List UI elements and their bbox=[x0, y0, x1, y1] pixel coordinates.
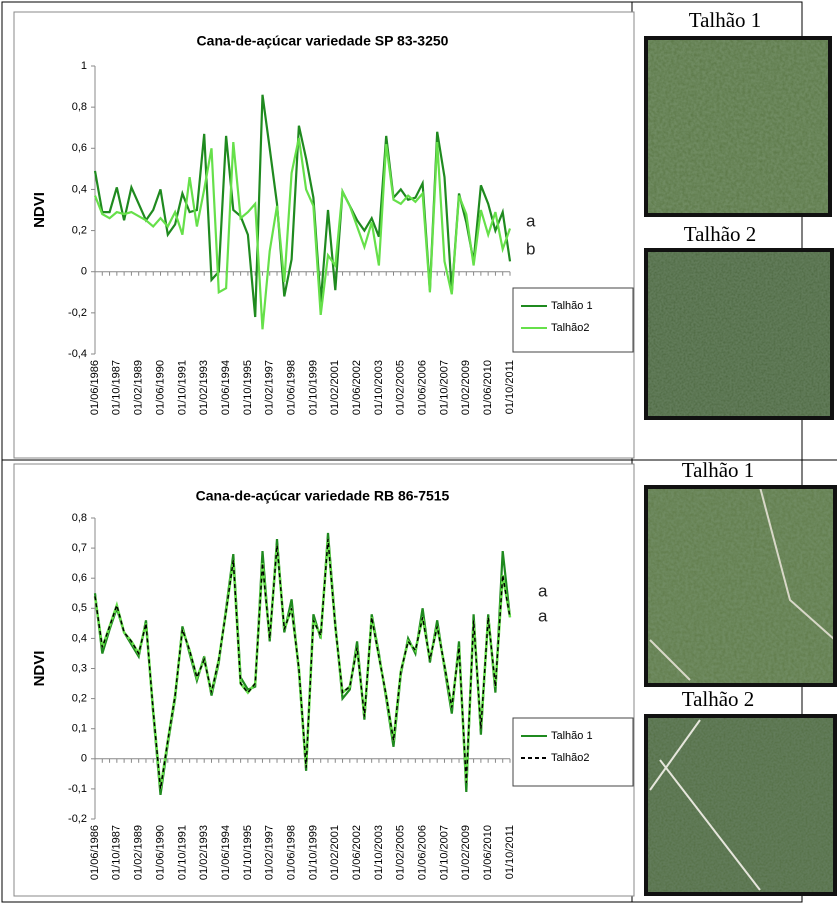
x-tick-label: 01/02/1989 bbox=[133, 360, 145, 415]
image-label: Talhão 1 bbox=[689, 8, 762, 32]
y-tick-label: -0,4 bbox=[68, 348, 87, 360]
photo bbox=[644, 714, 837, 896]
photo bbox=[644, 36, 832, 217]
x-tick-label: 01/06/2002 bbox=[351, 360, 363, 415]
x-tick-label: 01/06/1994 bbox=[220, 360, 232, 415]
x-tick-label: 01/10/2007 bbox=[438, 360, 450, 415]
series-line bbox=[93, 94, 512, 318]
x-tick-label: 01/10/2011 bbox=[504, 825, 516, 879]
legend-box bbox=[512, 287, 634, 353]
x-tick-label: 01/10/2007 bbox=[438, 825, 450, 880]
y-tick-label: 0,4 bbox=[72, 183, 87, 195]
y-tick-label: 0,2 bbox=[72, 693, 87, 705]
x-tick-label: 01/10/2011 bbox=[504, 360, 516, 414]
x-tick-label: 01/02/1993 bbox=[198, 360, 210, 415]
x-tick-label: 01/06/1998 bbox=[285, 360, 297, 415]
y-tick-label: 0,6 bbox=[72, 572, 87, 584]
x-tick-label: 01/06/2010 bbox=[482, 825, 494, 880]
y-tick-label: -0,2 bbox=[68, 813, 87, 825]
x-tick-label: 01/10/1991 bbox=[176, 825, 188, 880]
x-tick-label: 01/10/1995 bbox=[242, 825, 254, 880]
x-tick-label: 01/02/2005 bbox=[395, 825, 407, 880]
photo bbox=[644, 485, 837, 687]
chart-title: Cana-de-açúcar variedade RB 86-7515 bbox=[196, 488, 450, 504]
x-tick-label: 01/10/1991 bbox=[176, 360, 188, 415]
legend-label: Talhão 1 bbox=[551, 730, 593, 742]
y-tick-label: 0,6 bbox=[72, 142, 87, 154]
y-tick-label: 0,8 bbox=[72, 101, 87, 113]
annotation: a bbox=[538, 581, 548, 600]
y-axis-label: NDVI bbox=[31, 651, 48, 687]
x-tick-label: 01/06/1986 bbox=[89, 360, 101, 415]
x-tick-label: 01/06/1986 bbox=[89, 825, 101, 880]
legend-label: Talhão2 bbox=[551, 322, 590, 334]
x-tick-label: 01/02/1997 bbox=[264, 360, 276, 415]
x-tick-label: 01/02/2005 bbox=[395, 360, 407, 415]
x-tick-label: 01/06/1990 bbox=[154, 825, 166, 880]
image-label: Talhão 1 bbox=[682, 458, 755, 482]
legend-label: Talhão2 bbox=[551, 752, 590, 764]
x-tick-label: 01/02/1989 bbox=[133, 825, 145, 880]
image-label: Talhão 2 bbox=[684, 222, 757, 246]
x-tick-label: 01/06/1994 bbox=[220, 825, 232, 880]
legend-label: Talhão 1 bbox=[551, 300, 593, 312]
y-tick-label: 0 bbox=[81, 753, 87, 765]
y-axis-label: NDVI bbox=[31, 192, 48, 228]
annotation: a bbox=[526, 211, 536, 230]
x-tick-label: 01/10/1987 bbox=[111, 825, 123, 880]
legend-box bbox=[512, 717, 634, 787]
x-tick-label: 01/10/1995 bbox=[242, 360, 254, 415]
annotation: b bbox=[526, 239, 535, 258]
image-label: Talhão 2 bbox=[682, 687, 755, 711]
frame bbox=[1, 1, 803, 903]
chart-title: Cana-de-açúcar variedade SP 83-3250 bbox=[197, 33, 449, 49]
annotation: a bbox=[538, 606, 548, 625]
series-line bbox=[94, 539, 511, 790]
x-tick-label: 01/10/1999 bbox=[307, 825, 319, 880]
x-tick-label: 01/10/1987 bbox=[111, 360, 123, 415]
chart-frame bbox=[13, 11, 635, 459]
y-tick-label: 0,5 bbox=[72, 602, 87, 614]
x-tick-label: 01/06/2002 bbox=[351, 825, 363, 880]
chart-frame bbox=[13, 463, 635, 897]
x-tick-label: 01/02/2001 bbox=[329, 825, 341, 880]
y-tick-label: 1 bbox=[81, 60, 87, 72]
x-tick-label: 01/06/1990 bbox=[154, 360, 166, 415]
y-tick-label: 0,8 bbox=[72, 512, 87, 524]
x-tick-label: 01/06/2006 bbox=[417, 360, 429, 415]
y-tick-label: -0,1 bbox=[68, 783, 87, 795]
y-tick-label: 0,3 bbox=[72, 662, 87, 674]
x-tick-label: 01/02/1997 bbox=[264, 825, 276, 880]
x-tick-label: 01/06/2006 bbox=[417, 825, 429, 880]
photo bbox=[644, 248, 834, 420]
y-tick-label: -0,2 bbox=[68, 307, 87, 319]
x-tick-label: 01/02/2001 bbox=[329, 360, 341, 415]
y-tick-label: 0,4 bbox=[72, 632, 87, 644]
x-tick-label: 01/02/2009 bbox=[460, 825, 472, 880]
x-tick-label: 01/10/2003 bbox=[373, 360, 385, 415]
x-tick-label: 01/02/2009 bbox=[460, 360, 472, 415]
y-tick-label: 0,2 bbox=[72, 224, 87, 236]
x-tick-label: 01/10/1999 bbox=[307, 360, 319, 415]
y-tick-label: 0,1 bbox=[72, 723, 87, 735]
y-tick-label: 0 bbox=[81, 266, 87, 278]
x-tick-label: 01/10/2003 bbox=[373, 825, 385, 880]
x-tick-label: 01/06/2010 bbox=[482, 360, 494, 415]
x-tick-label: 01/06/1998 bbox=[285, 825, 297, 880]
x-tick-label: 01/02/1993 bbox=[198, 825, 210, 880]
y-tick-label: 0,7 bbox=[72, 542, 87, 554]
series-line bbox=[93, 137, 512, 330]
